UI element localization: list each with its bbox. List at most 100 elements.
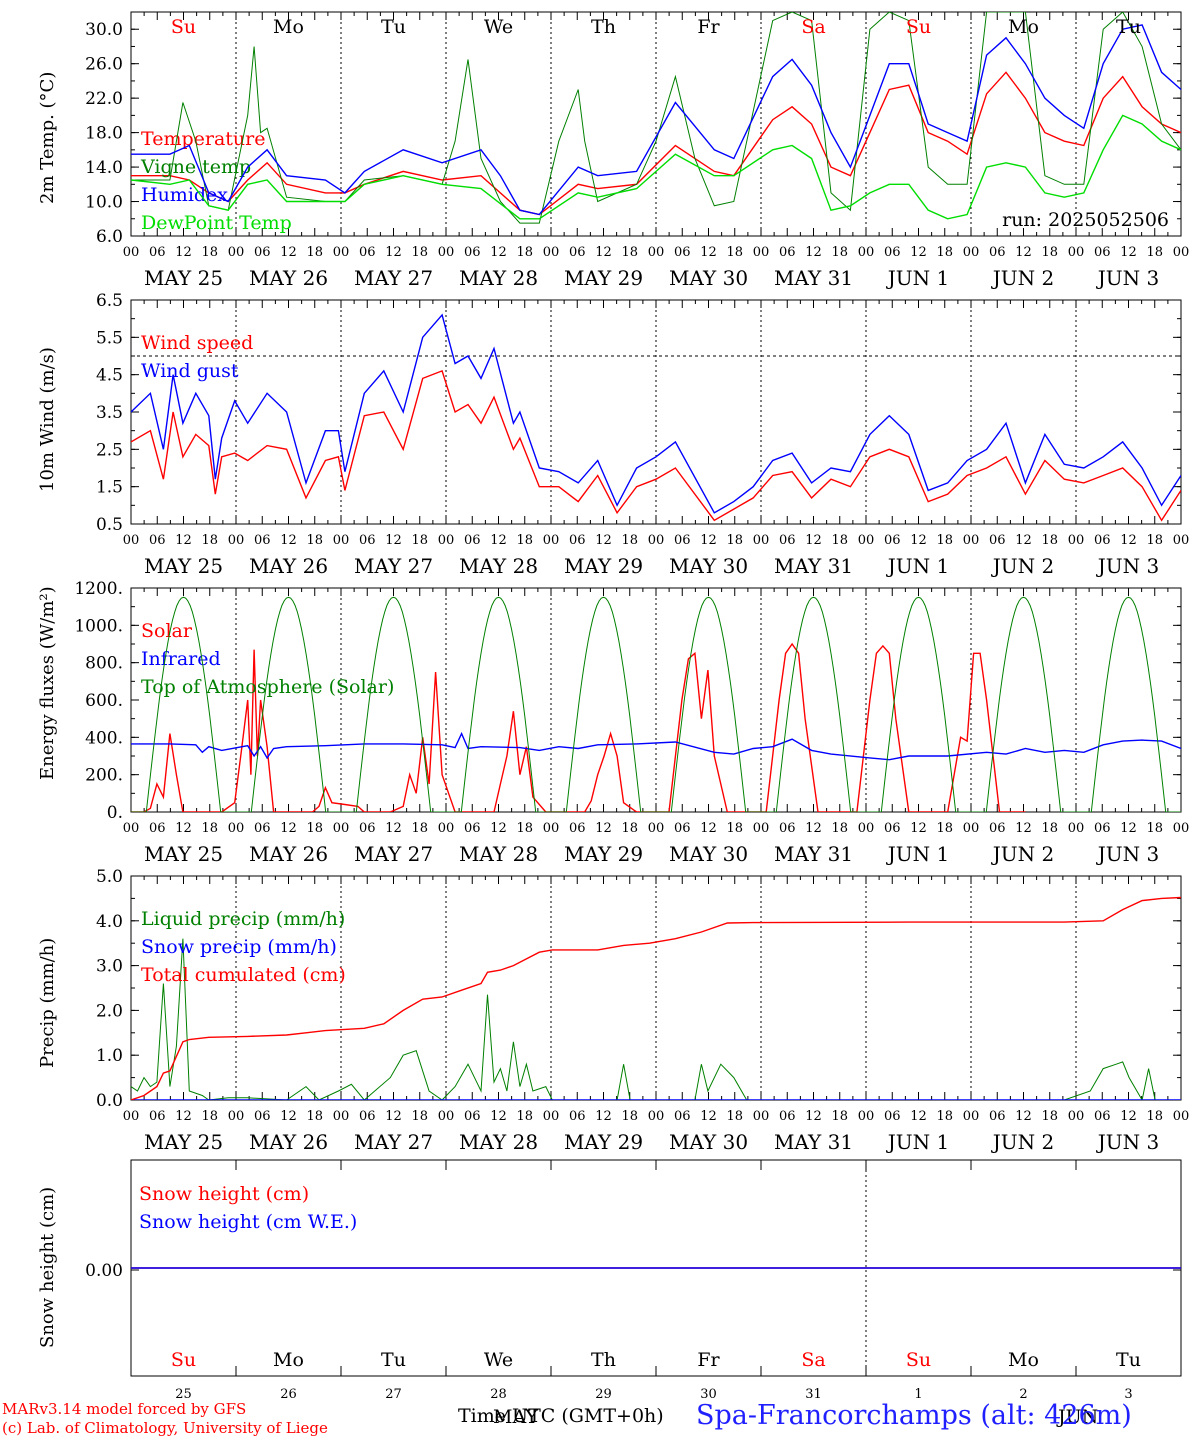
hour-tick-label: 12: [805, 245, 822, 260]
y-axis-title: Snow height (cm): [37, 1187, 58, 1348]
hour-tick-label: 06: [674, 1109, 691, 1124]
hour-tick-label: 06: [884, 821, 901, 836]
hour-tick-label: 18: [306, 245, 323, 260]
hour-tick-label: 12: [1120, 821, 1137, 836]
hour-tick-label: 00: [438, 821, 455, 836]
hour-tick-label: 12: [700, 1109, 717, 1124]
legend-entry: Liquid precip (mm/h): [141, 908, 345, 930]
weekday-label: Mo: [1008, 16, 1039, 38]
hour-tick-label: 18: [1146, 533, 1163, 548]
hour-tick-label: 18: [1041, 1109, 1058, 1124]
model-credit-line1: MARv3.14 model forced by GFS: [2, 1400, 247, 1418]
hour-tick-label: 18: [621, 1109, 638, 1124]
y-tick-label: 1.0: [96, 1046, 123, 1066]
y-tick-label: 30.0: [85, 20, 123, 40]
hour-tick-label: 12: [910, 245, 927, 260]
hour-tick-label: 18: [411, 245, 428, 260]
weekday-label: Tu: [381, 16, 406, 38]
hour-tick-label: 06: [464, 821, 481, 836]
hour-tick-label: 06: [989, 1109, 1006, 1124]
hour-tick-label: 06: [674, 821, 691, 836]
hour-tick-label: 18: [1041, 533, 1058, 548]
series-line-total-cumulated-cm-: [131, 896, 1181, 1100]
hour-tick-label: 12: [280, 533, 297, 548]
y-tick-label: 400.: [85, 728, 123, 748]
y-tick-label: 0.5: [96, 515, 123, 535]
series-line-humidex: [131, 24, 1181, 216]
hour-tick-label: 00: [858, 533, 875, 548]
day-number-label: 30: [700, 1387, 717, 1402]
y-tick-label: 4.0: [96, 912, 123, 932]
hour-tick-label: 18: [1041, 821, 1058, 836]
temperature-panel: 6.0 10.0 14.0 18.0 22.0 26.0 30.0 2m Temp. (°C)…: [37, 11, 1189, 290]
date-label: MAY 29: [564, 842, 643, 866]
month-label: MAY: [493, 1406, 538, 1428]
hour-tick-label: 12: [175, 533, 192, 548]
y-tick-label: 200.: [85, 766, 123, 786]
hour-tick-label: 06: [779, 821, 796, 836]
hour-tick-label: 00: [228, 533, 245, 548]
weekday-label: Mo: [1008, 1349, 1039, 1371]
hour-tick-label: 00: [753, 821, 770, 836]
day-number-label: 27: [385, 1387, 402, 1402]
hour-tick-label: 18: [516, 533, 533, 548]
date-label: JUN 1: [886, 842, 949, 866]
date-label: MAY 27: [354, 1130, 433, 1154]
y-tick-label: 600.: [85, 691, 123, 711]
hour-tick-label: 06: [254, 1109, 271, 1124]
series-line-solar: [131, 642, 1026, 812]
model-credit-line2: (c) Lab. of Climatology, University of L…: [2, 1419, 328, 1437]
y-tick-label: 6.5: [96, 291, 123, 311]
hour-tick-label: 12: [1120, 245, 1137, 260]
hour-tick-label: 18: [306, 1109, 323, 1124]
day-number-label: 3: [1124, 1387, 1132, 1402]
weekday-label: Su: [171, 16, 196, 38]
weekday-label: Tu: [1116, 1349, 1141, 1371]
legend-entry: Vigne temp: [140, 156, 251, 178]
day-number-label: 29: [595, 1387, 612, 1402]
hour-tick-label: 18: [621, 533, 638, 548]
hour-tick-label: 12: [910, 1109, 927, 1124]
series-line-wind-speed: [131, 369, 1181, 522]
hour-tick-label: 06: [674, 533, 691, 548]
date-label: MAY 26: [249, 842, 328, 866]
hour-tick-label: 00: [858, 821, 875, 836]
y-axis-title: Energy fluxes (W/m²): [37, 586, 58, 780]
hour-tick-label: 12: [385, 821, 402, 836]
weekday-label: Fr: [697, 1349, 720, 1371]
hour-tick-label: 12: [805, 1109, 822, 1124]
hour-tick-label: 06: [464, 1109, 481, 1124]
day-number-label: 1: [914, 1387, 922, 1402]
date-label: JUN 2: [991, 554, 1054, 578]
hour-tick-label: 06: [569, 533, 586, 548]
hour-tick-label: 06: [884, 1109, 901, 1124]
hour-tick-label: 06: [1094, 533, 1111, 548]
precip-panel: 0.0 1.0 2.0 3.0 4.0 5.0 Precip (mm/h) 00 06 12 18 M…: [37, 867, 1189, 1154]
y-tick-label: 1000.: [74, 616, 123, 636]
hour-tick-label: 00: [438, 1109, 455, 1124]
date-label: MAY 25: [144, 1130, 223, 1154]
date-label: MAY 31: [774, 1130, 853, 1154]
hour-tick-label: 06: [884, 533, 901, 548]
date-label: JUN 3: [1096, 842, 1159, 866]
hour-tick-label: 06: [989, 245, 1006, 260]
y-axis-title: 10m Wind (m/s): [37, 347, 58, 492]
y-tick-label: 22.0: [85, 89, 123, 109]
hour-tick-label: 06: [359, 1109, 376, 1124]
hour-tick-label: 06: [149, 533, 166, 548]
date-label: MAY 26: [249, 554, 328, 578]
series-line-vigne-temp: [131, 12, 1181, 224]
y-tick-label: 0.00: [85, 1261, 123, 1281]
series-line-temperature: [131, 71, 1181, 216]
hour-tick-label: 00: [753, 245, 770, 260]
weekday-label: We: [484, 16, 513, 38]
hour-tick-label: 18: [1146, 821, 1163, 836]
hour-tick-label: 06: [779, 533, 796, 548]
hour-tick-label: 00: [1173, 1109, 1190, 1124]
hour-tick-label: 18: [201, 1109, 218, 1124]
hour-tick-label: 18: [201, 533, 218, 548]
hour-tick-label: 12: [700, 245, 717, 260]
date-label: MAY 31: [774, 266, 853, 290]
date-label: JUN 3: [1096, 1130, 1159, 1154]
hour-tick-label: 12: [490, 245, 507, 260]
